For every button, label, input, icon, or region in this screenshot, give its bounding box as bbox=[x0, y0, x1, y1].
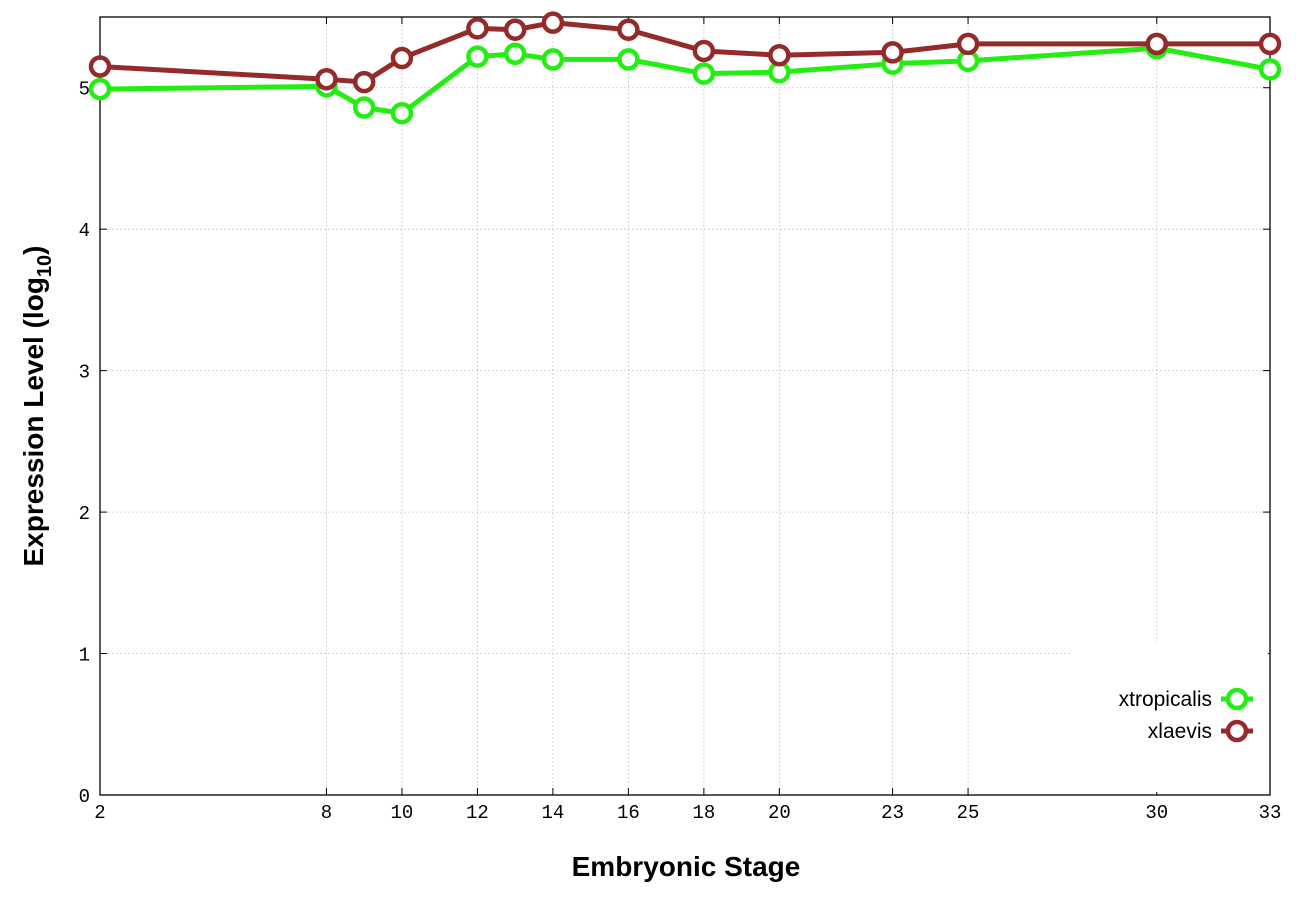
data-point-xlaevis bbox=[88, 55, 112, 78]
y-tick-label: 1 bbox=[79, 645, 90, 667]
x-tick-label: 30 bbox=[1145, 802, 1168, 824]
legend-background bbox=[1072, 642, 1268, 792]
x-tick-label: 23 bbox=[881, 802, 904, 824]
legend-label: xtropicalis bbox=[1119, 688, 1212, 711]
data-point-xlaevis bbox=[390, 46, 414, 70]
data-point-xlaevis bbox=[881, 41, 904, 64]
x-tick-label: 10 bbox=[391, 802, 414, 824]
x-tick-label: 8 bbox=[321, 802, 332, 824]
x-tick-label: 12 bbox=[466, 802, 489, 824]
y-axis-title-subscript: 10 bbox=[34, 255, 56, 277]
data-point-xlaevis bbox=[466, 17, 489, 40]
plot-area-frame bbox=[99, 16, 1271, 796]
data-point-xtropicalis bbox=[390, 101, 414, 125]
y-axis-title-suffix: ) bbox=[18, 246, 49, 255]
x-tick-label: 18 bbox=[692, 802, 715, 824]
data-point-xtropicalis bbox=[1258, 58, 1282, 81]
data-point-xlaevis bbox=[352, 70, 376, 94]
grid bbox=[100, 17, 1270, 795]
data-point-xlaevis bbox=[541, 11, 565, 34]
series-xlaevis bbox=[88, 11, 1282, 94]
data-point-xtropicalis bbox=[617, 48, 640, 71]
x-tick-label: 2 bbox=[94, 802, 105, 824]
data-point-xlaevis bbox=[503, 18, 527, 41]
y-tick-label: 2 bbox=[79, 503, 90, 525]
x-tick-label: 33 bbox=[1259, 802, 1282, 824]
legend-swatch-marker bbox=[1225, 719, 1249, 743]
data-point-xlaevis bbox=[1145, 32, 1169, 56]
data-point-xtropicalis bbox=[692, 62, 716, 85]
data-point-xlaevis bbox=[768, 43, 791, 67]
y-tick-label: 0 bbox=[79, 786, 90, 808]
series-xtropicalis bbox=[88, 36, 1282, 125]
data-point-xlaevis bbox=[692, 39, 716, 63]
data-point-xlaevis bbox=[1258, 32, 1282, 56]
y-tick-label: 4 bbox=[79, 220, 90, 242]
y-axis-title: Expression Level (log10) bbox=[18, 246, 56, 567]
y-tick-label: 5 bbox=[79, 79, 90, 101]
data-point-xtropicalis bbox=[352, 96, 376, 119]
data-point-xlaevis bbox=[956, 32, 980, 56]
x-tick-label: 16 bbox=[617, 802, 640, 824]
x-tick-label: 14 bbox=[541, 802, 564, 824]
data-point-xtropicalis bbox=[503, 42, 527, 66]
data-point-xtropicalis bbox=[88, 77, 112, 101]
data-point-xlaevis bbox=[315, 67, 338, 91]
series-line-xtropicalis bbox=[99, 45, 1271, 116]
data-point-xtropicalis bbox=[466, 45, 489, 68]
data-point-xtropicalis bbox=[541, 48, 565, 71]
x-tick-label: 20 bbox=[768, 802, 791, 824]
x-axis-title: Embryonic Stage bbox=[572, 851, 801, 882]
y-axis-title-main: Expression Level (log bbox=[18, 277, 49, 566]
legend-swatch-marker bbox=[1225, 687, 1249, 711]
y-tick-label: 3 bbox=[79, 362, 90, 384]
legend: xtropicalis xlaevis bbox=[1072, 642, 1268, 792]
legend-label: xlaevis bbox=[1148, 720, 1212, 743]
series-group bbox=[88, 11, 1282, 125]
data-point-xlaevis bbox=[617, 18, 640, 41]
x-tick-label: 25 bbox=[957, 802, 980, 824]
